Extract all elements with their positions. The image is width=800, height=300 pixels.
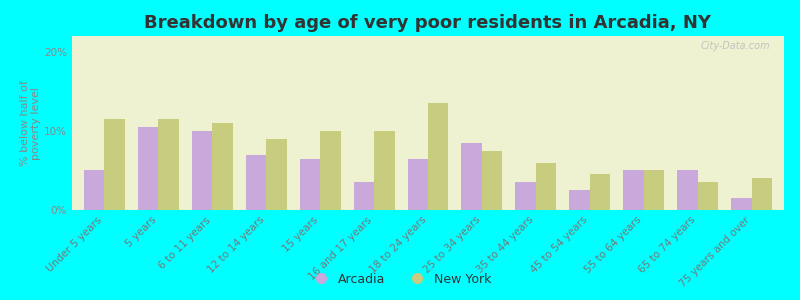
Bar	[300, 159, 320, 210]
Bar	[462, 143, 482, 210]
Bar	[84, 170, 104, 210]
Bar	[623, 170, 644, 210]
Legend: Arcadia, New York: Arcadia, New York	[303, 268, 497, 291]
Bar	[246, 154, 266, 210]
Bar	[104, 119, 125, 210]
Bar	[354, 182, 374, 210]
Bar	[212, 123, 233, 210]
Bar	[192, 131, 212, 210]
Text: City-Data.com: City-Data.com	[700, 41, 770, 51]
Bar	[731, 198, 752, 210]
Bar	[266, 139, 286, 210]
Bar	[644, 170, 664, 210]
Bar	[407, 159, 428, 210]
Bar	[320, 131, 341, 210]
Bar	[138, 127, 158, 210]
Bar	[570, 190, 590, 210]
Bar	[428, 103, 449, 210]
Bar	[158, 119, 179, 210]
Y-axis label: % below half of
poverty level: % below half of poverty level	[20, 80, 42, 166]
Bar	[515, 182, 536, 210]
Bar	[536, 163, 556, 210]
Bar	[374, 131, 394, 210]
Bar	[752, 178, 772, 210]
Bar	[590, 174, 610, 210]
Bar	[677, 170, 698, 210]
Title: Breakdown by age of very poor residents in Arcadia, NY: Breakdown by age of very poor residents …	[145, 14, 711, 32]
Bar	[482, 151, 502, 210]
Bar	[698, 182, 718, 210]
